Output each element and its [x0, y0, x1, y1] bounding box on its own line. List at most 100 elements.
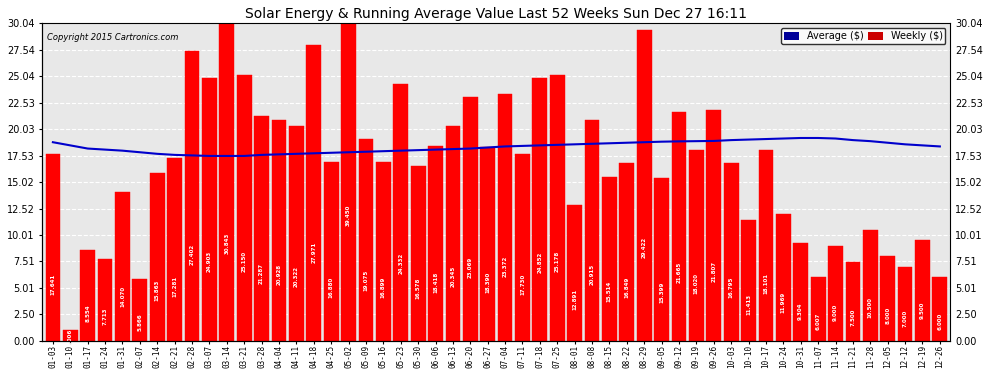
- Text: 30.843: 30.843: [225, 232, 230, 254]
- Bar: [724, 164, 739, 341]
- Text: 7.500: 7.500: [850, 308, 855, 326]
- Bar: [845, 261, 860, 341]
- Bar: [915, 240, 930, 341]
- Bar: [863, 230, 878, 341]
- Text: 15.863: 15.863: [154, 280, 159, 301]
- Bar: [446, 126, 460, 341]
- Bar: [637, 30, 651, 341]
- Bar: [254, 116, 269, 341]
- Title: Solar Energy & Running Average Value Last 52 Weeks Sun Dec 27 16:11: Solar Energy & Running Average Value Las…: [246, 7, 747, 21]
- Bar: [428, 146, 443, 341]
- Bar: [271, 120, 286, 341]
- Bar: [515, 153, 530, 341]
- Bar: [80, 251, 95, 341]
- Text: 21.287: 21.287: [259, 263, 264, 284]
- Bar: [602, 177, 617, 341]
- Text: 5.866: 5.866: [138, 314, 143, 331]
- Bar: [411, 166, 426, 341]
- Text: 16.578: 16.578: [416, 278, 421, 299]
- Bar: [758, 150, 773, 341]
- Bar: [567, 205, 582, 341]
- Bar: [306, 45, 321, 341]
- Bar: [149, 173, 164, 341]
- Bar: [480, 147, 495, 341]
- Text: 8.000: 8.000: [885, 307, 890, 324]
- Bar: [898, 267, 913, 341]
- Bar: [549, 75, 564, 341]
- Text: 19.075: 19.075: [363, 270, 368, 291]
- Bar: [133, 279, 148, 341]
- Bar: [342, 0, 356, 341]
- Text: 24.852: 24.852: [538, 251, 543, 273]
- Text: 21.807: 21.807: [711, 261, 717, 282]
- Text: 17.281: 17.281: [172, 276, 177, 297]
- Text: 24.903: 24.903: [207, 251, 212, 273]
- Text: 18.418: 18.418: [433, 272, 438, 293]
- Bar: [202, 78, 217, 341]
- Text: 20.322: 20.322: [294, 266, 299, 287]
- Bar: [742, 220, 756, 341]
- Bar: [776, 214, 791, 341]
- Text: 7.713: 7.713: [103, 308, 108, 325]
- Bar: [498, 94, 513, 341]
- Text: Copyright 2015 Cartronics.com: Copyright 2015 Cartronics.com: [47, 33, 178, 42]
- Bar: [185, 51, 199, 341]
- Text: 14.070: 14.070: [120, 286, 125, 307]
- Text: 25.150: 25.150: [242, 251, 247, 272]
- Bar: [324, 162, 339, 341]
- Text: 10.500: 10.500: [868, 297, 873, 318]
- Bar: [463, 97, 478, 341]
- Bar: [793, 243, 808, 341]
- Text: 17.641: 17.641: [50, 274, 55, 296]
- Text: 18.390: 18.390: [485, 272, 490, 293]
- Bar: [880, 256, 895, 341]
- Text: 11.969: 11.969: [781, 292, 786, 314]
- Text: 9.000: 9.000: [833, 304, 838, 321]
- Text: 16.795: 16.795: [729, 277, 734, 298]
- Bar: [289, 126, 304, 341]
- Text: 15.514: 15.514: [607, 281, 612, 302]
- Bar: [358, 139, 373, 341]
- Text: 20.915: 20.915: [589, 264, 595, 285]
- Text: 6.007: 6.007: [816, 313, 821, 330]
- Text: 27.971: 27.971: [311, 242, 316, 263]
- Text: 24.332: 24.332: [398, 253, 403, 274]
- Bar: [237, 75, 251, 341]
- Bar: [689, 150, 704, 341]
- Bar: [671, 112, 686, 341]
- Text: 11.413: 11.413: [746, 294, 751, 315]
- Text: 9.304: 9.304: [798, 303, 803, 320]
- Bar: [933, 278, 947, 341]
- Text: 27.402: 27.402: [189, 243, 194, 264]
- Bar: [585, 120, 599, 341]
- Text: 16.899: 16.899: [381, 276, 386, 298]
- Bar: [811, 278, 826, 341]
- Bar: [167, 158, 182, 341]
- Text: 6.000: 6.000: [938, 313, 942, 330]
- Legend: Average ($), Weekly ($): Average ($), Weekly ($): [781, 28, 945, 44]
- Bar: [620, 163, 635, 341]
- Text: 8.554: 8.554: [85, 305, 90, 322]
- Bar: [376, 162, 391, 341]
- Text: 17.730: 17.730: [520, 274, 525, 295]
- Text: 25.178: 25.178: [554, 251, 559, 272]
- Text: 23.069: 23.069: [468, 257, 473, 278]
- Bar: [63, 330, 77, 341]
- Text: 16.880: 16.880: [329, 277, 334, 298]
- Text: 21.665: 21.665: [676, 261, 681, 283]
- Text: 39.450: 39.450: [346, 205, 351, 226]
- Bar: [707, 111, 721, 341]
- Text: 29.422: 29.422: [642, 237, 646, 258]
- Text: 18.101: 18.101: [763, 273, 768, 294]
- Bar: [654, 178, 669, 341]
- Text: 7.000: 7.000: [903, 310, 908, 327]
- Bar: [829, 246, 842, 341]
- Bar: [220, 15, 235, 341]
- Bar: [46, 154, 60, 341]
- Text: 20.928: 20.928: [276, 264, 281, 285]
- Text: 9.500: 9.500: [920, 302, 925, 320]
- Text: 15.399: 15.399: [659, 281, 664, 303]
- Text: 16.849: 16.849: [625, 277, 630, 298]
- Text: 18.020: 18.020: [694, 273, 699, 294]
- Bar: [393, 84, 408, 341]
